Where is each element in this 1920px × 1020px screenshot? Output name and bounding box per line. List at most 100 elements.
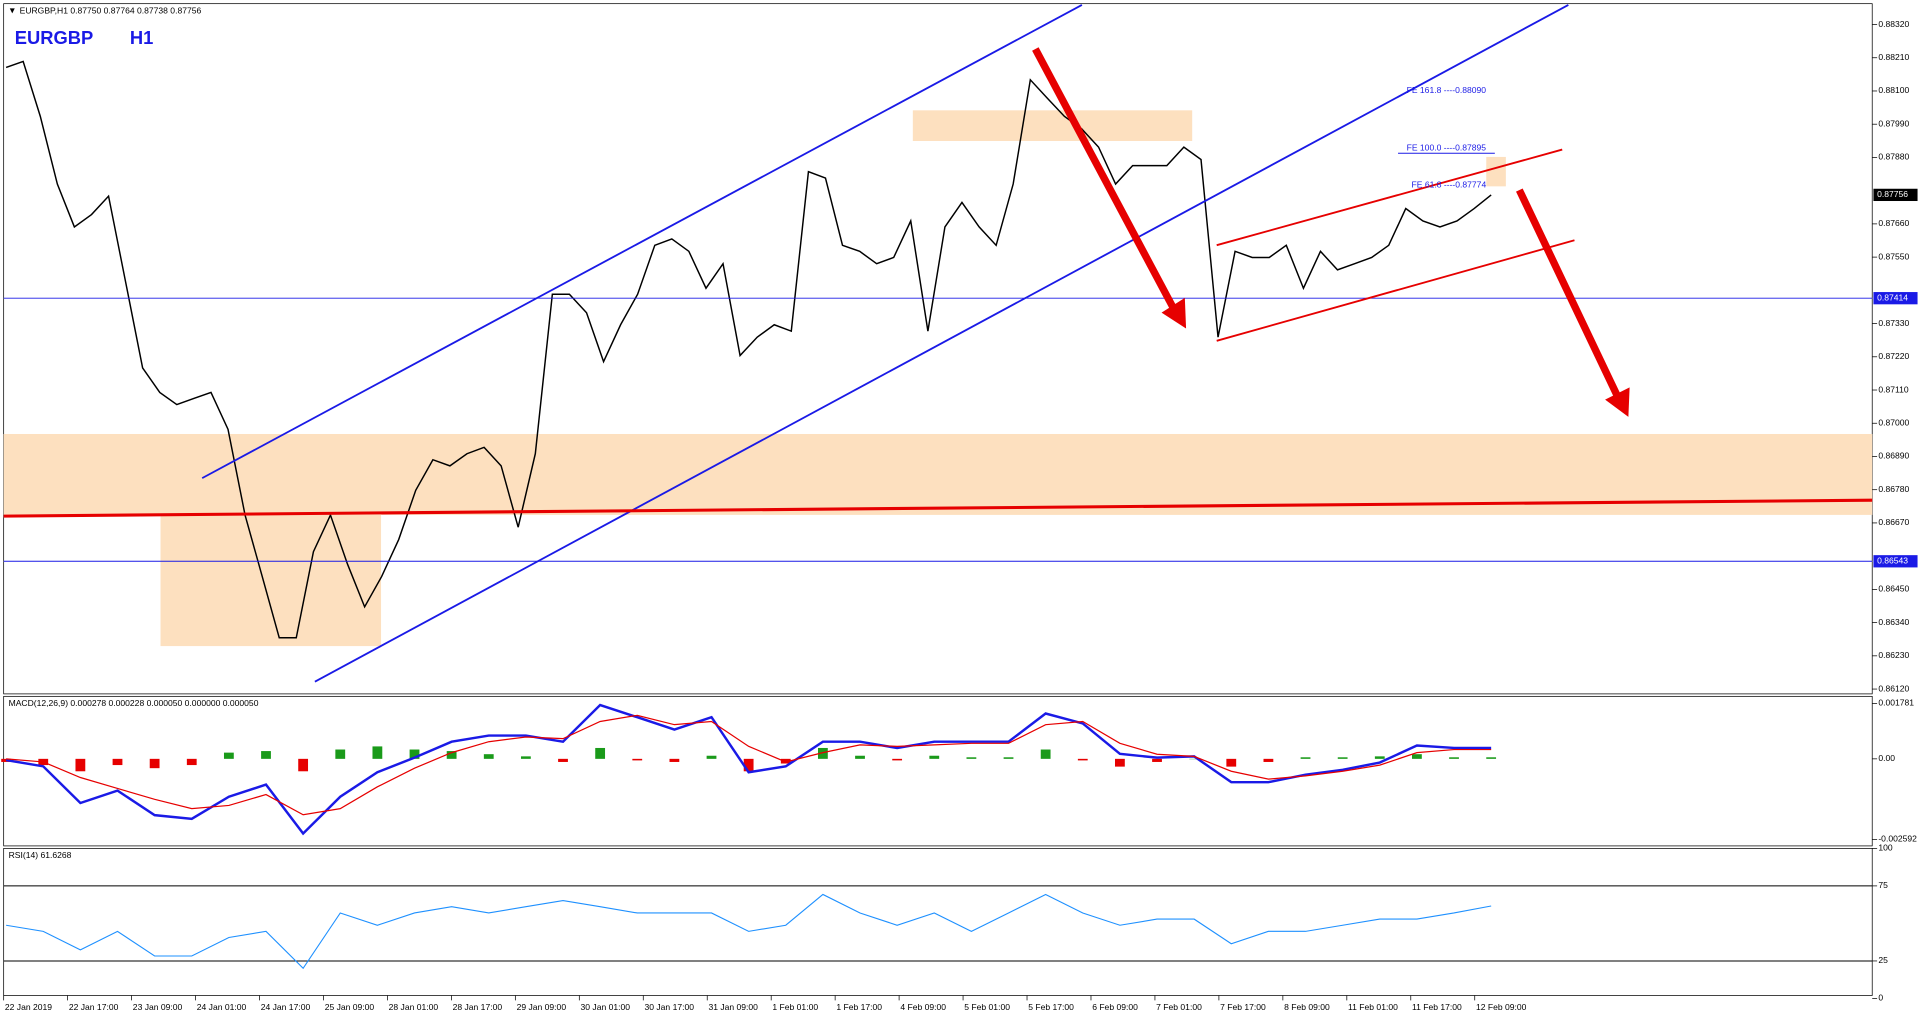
macd-histogram-bar: [409, 749, 420, 759]
trend-line: [314, 4, 1569, 683]
y-tick-label: 0.86780: [1878, 484, 1909, 494]
macd-histogram-bar: [632, 758, 643, 761]
y-tick-label: 0.88320: [1878, 19, 1909, 29]
macd-histogram-bar: [780, 758, 791, 764]
fe-label: FE 161.8 ----0.88090: [1407, 85, 1487, 95]
x-tick-label: 11 Feb 17:00: [1412, 1002, 1462, 1012]
x-tick-label: 7 Feb 01:00: [1156, 1002, 1202, 1012]
window-caption: ▾: [10, 6, 15, 17]
timeframe-label: H1: [130, 27, 153, 48]
y-tick-label: 0.86340: [1878, 617, 1909, 627]
trend-line: [201, 4, 1083, 479]
x-tick-label: 23 Jan 09:00: [133, 1002, 183, 1012]
price-tag: [1873, 292, 1918, 305]
x-tick-label: 22 Jan 2019: [5, 1002, 52, 1012]
x-tick-label: 30 Jan 17:00: [644, 1002, 694, 1012]
price-tag-label: 0.86543: [1877, 556, 1908, 566]
y-tick-label: 100: [1878, 843, 1893, 853]
macd-histogram-bar: [669, 758, 680, 762]
y-tick-label: 0.87880: [1878, 152, 1909, 162]
macd-histogram-bar: [112, 758, 123, 766]
x-tick-label: 6 Feb 09:00: [1092, 1002, 1138, 1012]
macd-histogram-bar: [929, 755, 940, 759]
rsi-line: [6, 893, 1492, 970]
x-tick-label: 11 Feb 01:00: [1348, 1002, 1398, 1012]
y-tick-label: 0.87990: [1878, 118, 1909, 128]
y-tick-label: 0.001781: [1878, 698, 1914, 708]
macd-histogram-bar: [446, 751, 457, 759]
x-tick-label: 22 Jan 17:00: [69, 1002, 119, 1012]
y-tick-label: 0.88210: [1878, 52, 1909, 62]
y-tick-label: 0.87000: [1878, 418, 1909, 428]
y-tick-label: 0.86890: [1878, 451, 1909, 461]
zone: [1486, 156, 1506, 187]
macd-histogram-bar: [1300, 757, 1311, 759]
macd-histogram-bar: [520, 756, 531, 759]
macd-histogram-bar: [149, 758, 160, 769]
y-tick-label: 0.86670: [1878, 517, 1909, 527]
x-tick-label: 28 Jan 01:00: [389, 1002, 439, 1012]
zone: [912, 110, 1193, 141]
macd-histogram-bar: [817, 747, 828, 759]
macd-histogram-bar: [1077, 758, 1088, 761]
rsi-title: RSI(14) 61.6268: [9, 850, 72, 860]
y-tick-label: 0.87660: [1878, 218, 1909, 228]
x-tick-label: 5 Feb 01:00: [964, 1002, 1010, 1012]
arrow: [1032, 47, 1178, 311]
y-tick-label: 0.00: [1878, 753, 1895, 763]
x-tick-label: 8 Feb 09:00: [1284, 1002, 1330, 1012]
series-layer: [1, 60, 1873, 970]
y-tick-label: 0.87110: [1878, 384, 1909, 394]
y-tick-label: 0.87330: [1878, 318, 1909, 328]
zones: [3, 110, 1873, 647]
macd-line: [5, 703, 1492, 836]
x-tick-label: 25 Jan 09:00: [325, 1002, 375, 1012]
arrow-head: [1605, 387, 1630, 417]
rsi-panel: [3, 847, 1873, 996]
price-tag: [1873, 555, 1918, 568]
macd-histogram-bar: [186, 758, 197, 766]
symbol-label: EURGBP: [15, 27, 94, 48]
price-tag-label: 0.87414: [1877, 292, 1908, 302]
macd-histogram-bar: [1374, 756, 1385, 759]
macd-panel: [3, 695, 1873, 847]
arrow: [1516, 188, 1621, 398]
x-tick-label: 31 Jan 09:00: [708, 1002, 758, 1012]
macd-histogram-bar: [1449, 757, 1459, 759]
macd-histogram-bar: [855, 755, 865, 759]
channel-line: [1216, 239, 1575, 342]
arrow-head: [1161, 297, 1187, 329]
x-tick-label: 1 Feb 17:00: [836, 1002, 882, 1012]
x-tick-label: 4 Feb 09:00: [900, 1002, 946, 1012]
y-tick-label: 0.87220: [1878, 351, 1909, 361]
y-tick-label: -0.002592: [1878, 834, 1917, 844]
macd-histogram-bar: [1337, 757, 1348, 759]
macd-histogram-bar: [1226, 758, 1237, 767]
macd-histogram-bar: [558, 758, 568, 762]
price-tag: [1873, 188, 1918, 202]
y-tick-label: 0.86450: [1878, 584, 1909, 594]
x-tick-label: 1 Feb 01:00: [772, 1002, 818, 1012]
x-tick-label: 7 Feb 17:00: [1220, 1002, 1266, 1012]
drawings: [3, 4, 1873, 683]
x-tick-label: 28 Jan 17:00: [453, 1002, 503, 1012]
macd-histogram-bar: [298, 758, 309, 772]
y-tick-label: 25: [1878, 955, 1888, 965]
y-tick-label: 0.87550: [1878, 251, 1909, 261]
support-line: [3, 498, 1873, 518]
x-tick-label: 24 Jan 01:00: [197, 1002, 247, 1012]
macd-histogram-bar: [892, 758, 903, 761]
x-tick-label: 24 Jan 17:00: [261, 1002, 311, 1012]
price-line: [5, 60, 1492, 639]
macd-histogram-bar: [335, 749, 346, 759]
y-tick-label: 75: [1878, 880, 1888, 890]
fe-label: FE 61.8 ----0.87774: [1412, 179, 1487, 189]
y-tick-label: 0.88100: [1878, 85, 1909, 95]
signal-line: [6, 714, 1492, 816]
macd-histogram-bar: [595, 747, 606, 759]
macd-histogram-bar: [1263, 758, 1274, 762]
y-tick-label: 0: [1878, 993, 1883, 1003]
symbol-info: EURGBP,H1 0.87750 0.87764 0.87738 0.8775…: [20, 5, 202, 15]
